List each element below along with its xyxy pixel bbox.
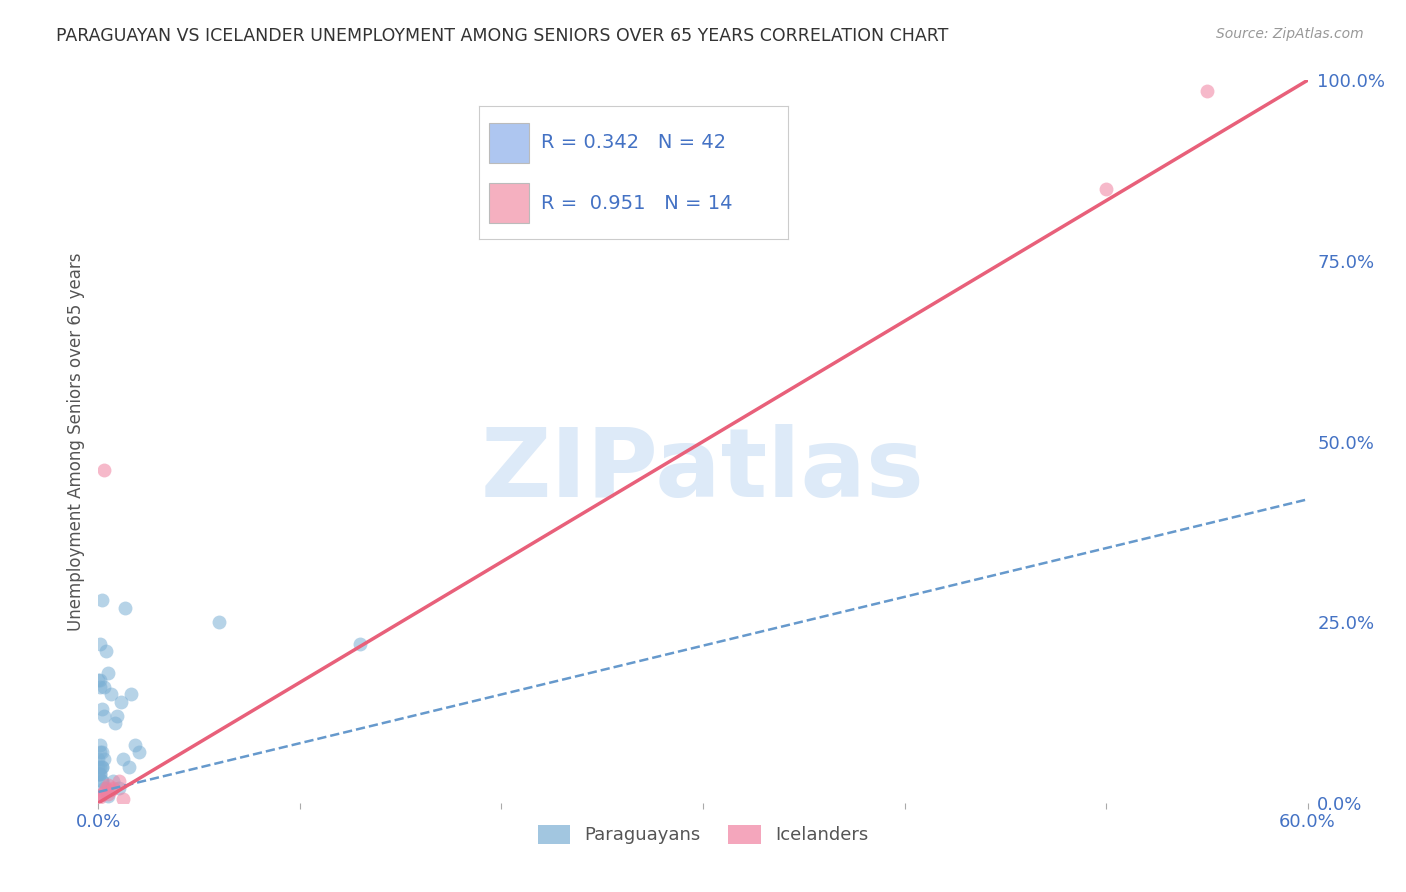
Paraguayans xyxy=(93,781,115,796)
Paraguayans xyxy=(128,745,150,759)
Paraguayans xyxy=(91,593,114,607)
Text: Source: ZipAtlas.com: Source: ZipAtlas.com xyxy=(1216,27,1364,41)
Paraguayans xyxy=(101,774,124,789)
Paraguayans xyxy=(91,760,114,774)
Paraguayans xyxy=(114,600,136,615)
Paraguayans xyxy=(103,716,125,731)
Icelanders xyxy=(97,778,120,792)
Paraguayans xyxy=(97,789,120,803)
Paraguayans xyxy=(87,767,110,781)
Paraguayans xyxy=(349,637,371,651)
Icelanders xyxy=(101,781,124,796)
Icelanders xyxy=(91,787,114,801)
Icelanders xyxy=(93,785,115,799)
Paraguayans xyxy=(89,738,111,752)
Icelanders xyxy=(111,792,134,806)
Paraguayans xyxy=(89,767,111,781)
Paraguayans xyxy=(87,767,110,781)
Paraguayans xyxy=(91,760,114,774)
Icelanders xyxy=(1195,84,1218,98)
Text: ZIPatlas: ZIPatlas xyxy=(481,424,925,517)
Icelanders xyxy=(97,787,120,801)
Paraguayans xyxy=(124,738,146,752)
Icelanders xyxy=(1095,182,1118,196)
Icelanders xyxy=(93,463,115,477)
Icelanders xyxy=(87,789,110,803)
Paraguayans xyxy=(120,687,142,701)
Paraguayans xyxy=(89,767,111,781)
Paraguayans xyxy=(93,752,115,766)
Paraguayans xyxy=(89,637,111,651)
Paraguayans xyxy=(111,752,134,766)
Paraguayans xyxy=(91,702,114,716)
Paraguayans xyxy=(118,760,141,774)
Paraguayans xyxy=(87,752,110,766)
Icelanders xyxy=(89,790,111,805)
Paraguayans xyxy=(91,745,114,759)
Paraguayans xyxy=(87,673,110,687)
Icelanders xyxy=(96,781,118,796)
Icelanders xyxy=(107,774,129,789)
Paraguayans xyxy=(107,781,129,796)
Paraguayans xyxy=(110,695,132,709)
Paraguayans xyxy=(89,680,111,694)
Paraguayans xyxy=(208,615,231,630)
Paraguayans xyxy=(91,774,114,789)
Paraguayans xyxy=(93,709,115,723)
Legend: Paraguayans, Icelanders: Paraguayans, Icelanders xyxy=(530,818,876,852)
Paraguayans xyxy=(89,745,111,759)
Paraguayans xyxy=(96,644,118,658)
Paraguayans xyxy=(97,665,120,680)
Paraguayans xyxy=(89,673,111,687)
Y-axis label: Unemployment Among Seniors over 65 years: Unemployment Among Seniors over 65 years xyxy=(66,252,84,631)
Paraguayans xyxy=(87,760,110,774)
Paraguayans xyxy=(89,760,111,774)
Paraguayans xyxy=(105,709,128,723)
Text: PARAGUAYAN VS ICELANDER UNEMPLOYMENT AMONG SENIORS OVER 65 YEARS CORRELATION CHA: PARAGUAYAN VS ICELANDER UNEMPLOYMENT AMO… xyxy=(56,27,949,45)
Paraguayans xyxy=(87,789,110,803)
Paraguayans xyxy=(93,680,115,694)
Paraguayans xyxy=(91,774,114,789)
Icelanders xyxy=(100,782,122,797)
Paraguayans xyxy=(100,687,122,701)
